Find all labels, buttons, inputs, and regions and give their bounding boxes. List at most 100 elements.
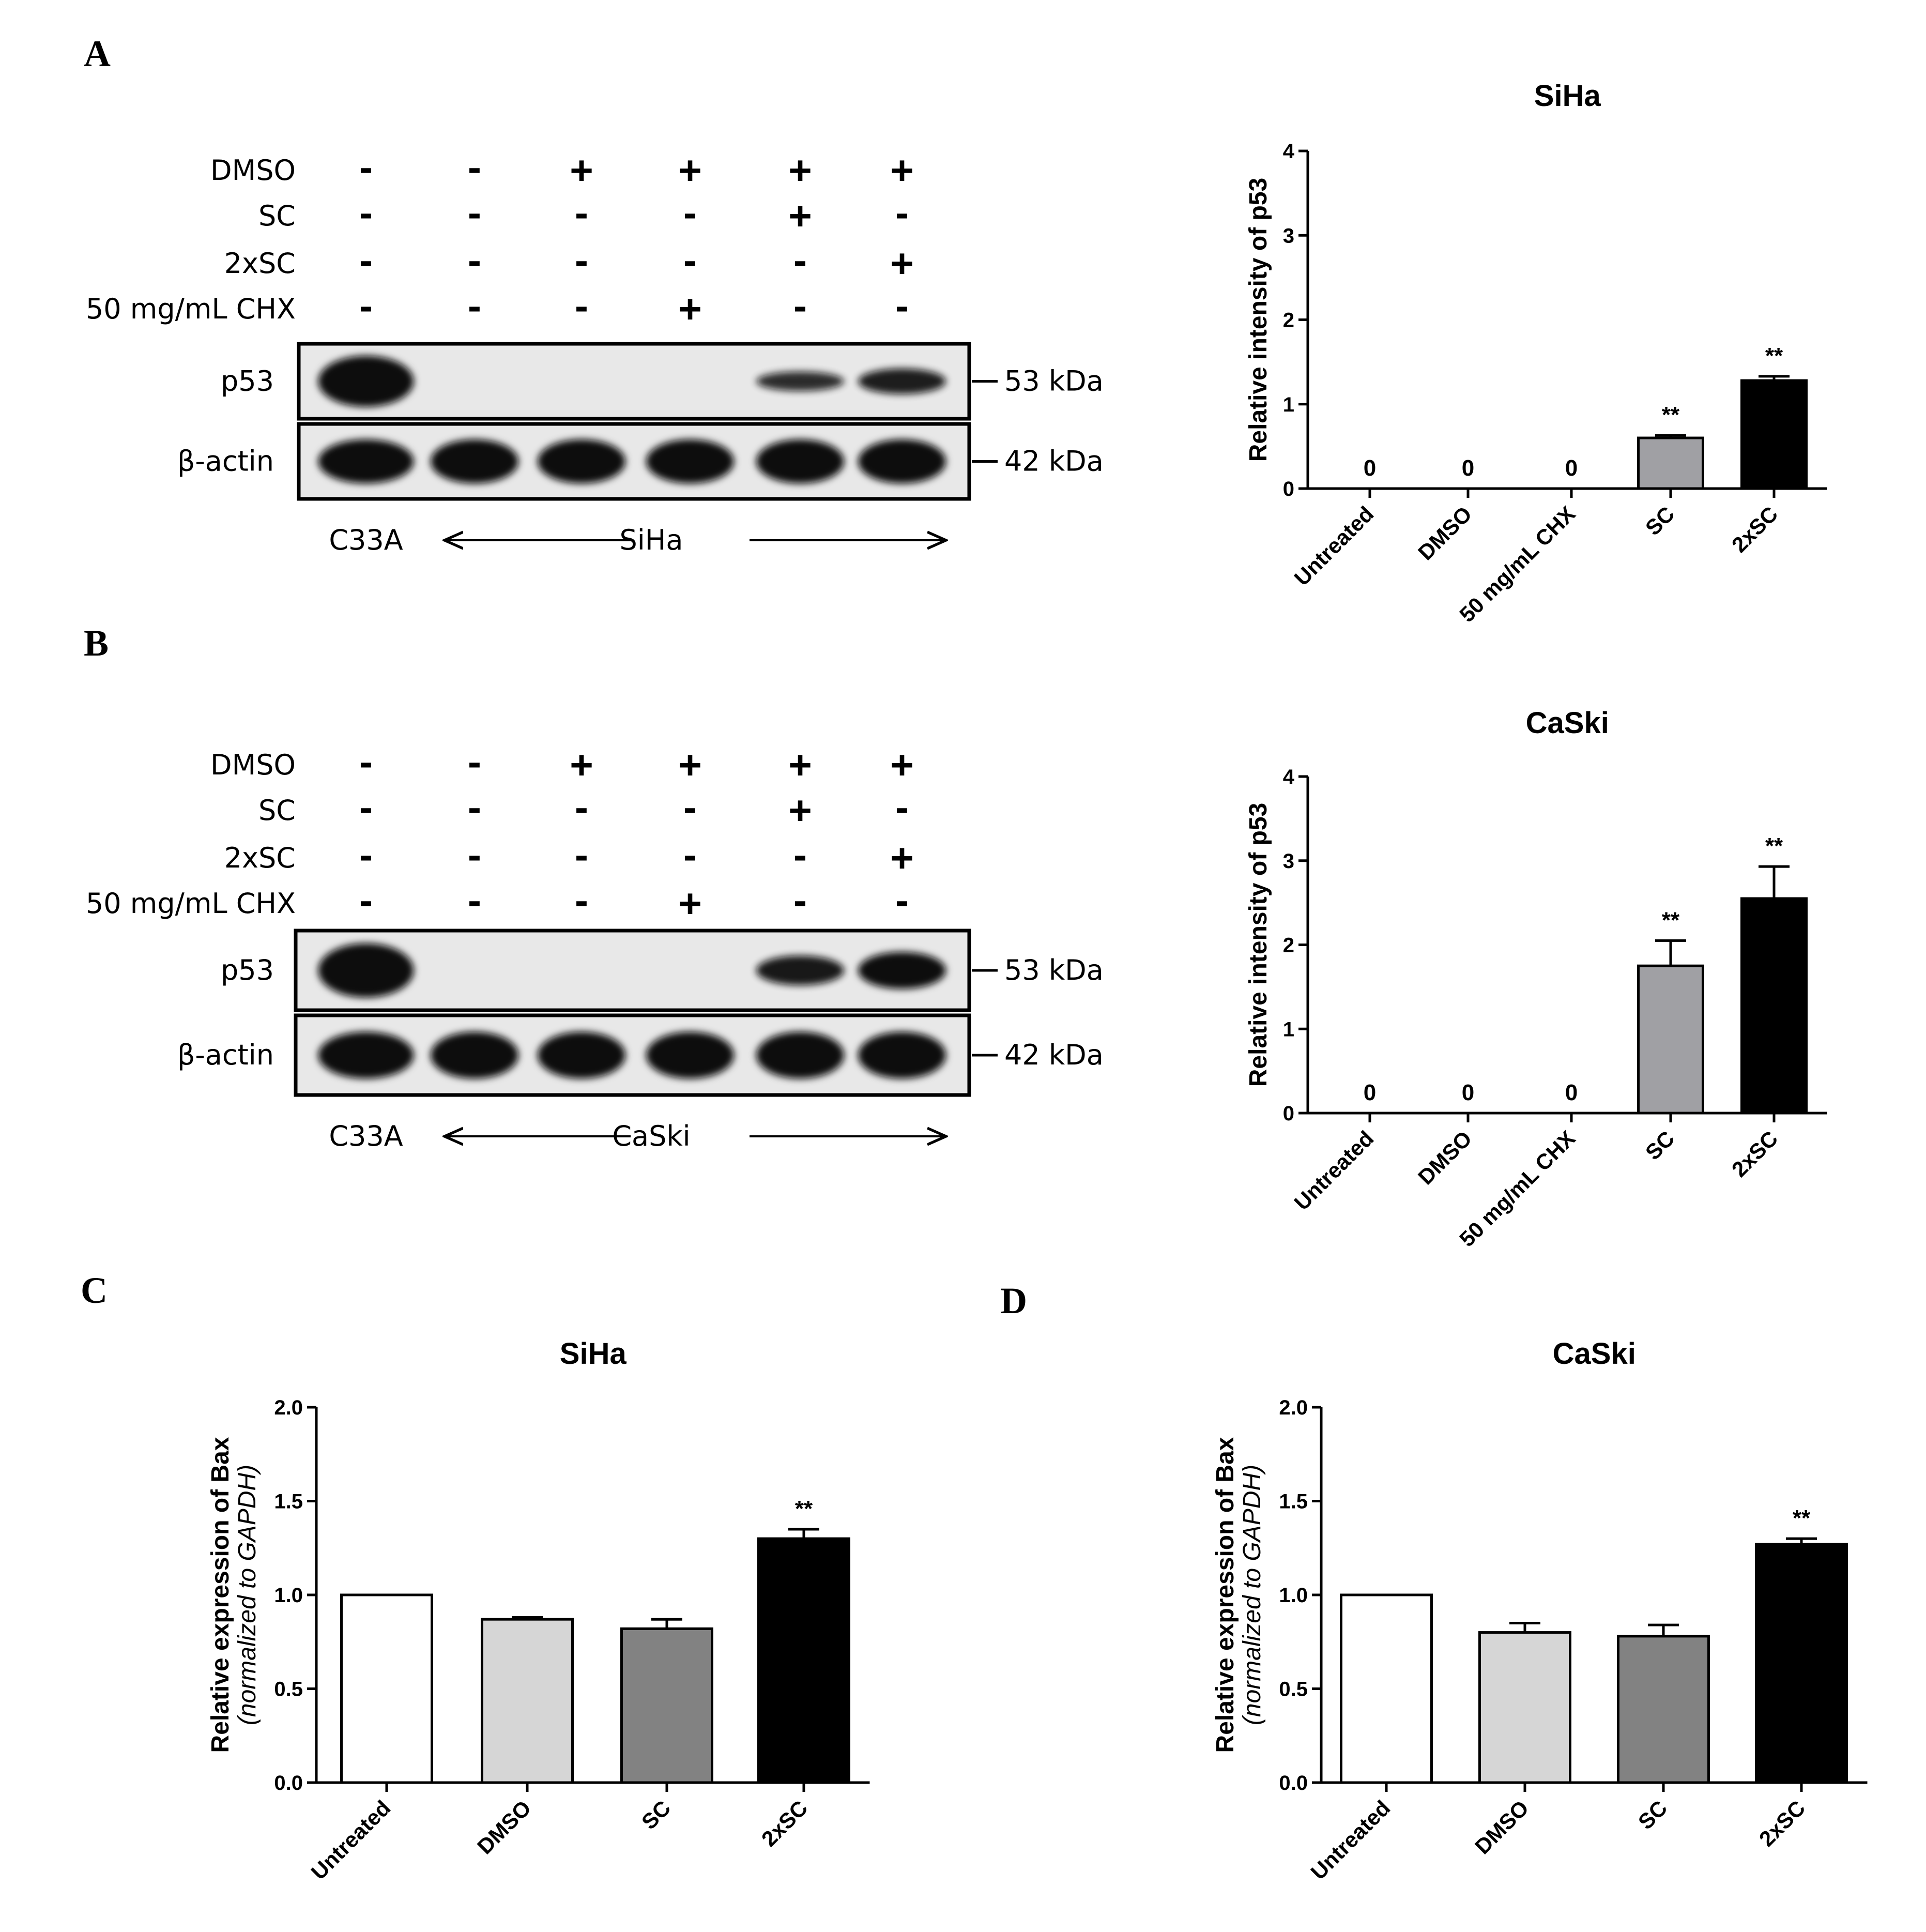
treatment-label: DMSO xyxy=(210,749,296,781)
minus-sign: - xyxy=(575,877,588,923)
band-label: β-actin xyxy=(177,1039,274,1071)
plus-sign: + xyxy=(678,742,702,787)
bar xyxy=(1340,1593,1433,1784)
protein-band xyxy=(756,439,844,484)
x-tick-label: 2xSC xyxy=(757,1796,813,1851)
western-blot-siha: DMSO - - + + + +SC - - - - + -2xSC - - - - - +50 mg/mL CHX… xyxy=(86,144,1104,556)
x-tick-label: Untreated xyxy=(307,1796,395,1884)
band-size-label: 42 kDa xyxy=(1004,445,1104,478)
minus-sign: - xyxy=(468,739,481,784)
x-tick-label: Untreated xyxy=(1290,1126,1379,1215)
y-tick-label: 0 xyxy=(1283,478,1294,500)
x-tick-label: DMSO xyxy=(1413,1126,1476,1189)
bar xyxy=(620,1627,713,1784)
protein-band xyxy=(646,439,734,484)
minus-sign: - xyxy=(793,283,807,328)
treatment-label: 50 mg/mL CHX xyxy=(86,887,296,920)
y-tick-label: 4 xyxy=(1283,140,1295,163)
bar xyxy=(1637,436,1704,490)
protein-band xyxy=(646,1031,734,1079)
minus-sign: - xyxy=(359,784,373,830)
bar xyxy=(1637,964,1704,1115)
y-tick-label: 1 xyxy=(1283,393,1294,416)
y-tick-label: 0.0 xyxy=(1279,1772,1308,1794)
band-size-label: 53 kDa xyxy=(1004,365,1104,398)
value-label: 0 xyxy=(1565,455,1578,481)
minus-sign: - xyxy=(575,832,588,877)
plus-sign: + xyxy=(570,742,593,787)
treatment-label: 50 mg/mL CHX xyxy=(86,293,296,325)
value-label: 0 xyxy=(1565,1080,1578,1105)
x-tick-label: SC xyxy=(1641,501,1679,540)
plus-sign: + xyxy=(788,193,812,238)
treatment-label: 2xSC xyxy=(224,247,296,280)
protein-band xyxy=(318,439,414,484)
bar xyxy=(1478,1631,1571,1784)
minus-sign: - xyxy=(468,190,481,235)
panel-letter-a: A xyxy=(84,33,111,74)
minus-sign: - xyxy=(468,237,481,283)
protein-band xyxy=(756,1031,844,1079)
panel-letter-b: B xyxy=(84,622,109,664)
chart-title: CaSki xyxy=(1526,706,1609,740)
minus-sign: - xyxy=(468,784,481,830)
protein-band xyxy=(858,368,946,394)
protein-band xyxy=(756,371,844,391)
panel-letter-c: C xyxy=(81,1270,108,1311)
minus-sign: - xyxy=(683,784,697,830)
minus-sign: - xyxy=(359,237,373,283)
x-tick-label: SC xyxy=(1641,1126,1679,1165)
x-tick-label: DMSO xyxy=(1470,1796,1533,1859)
significance-marker: ** xyxy=(795,1496,813,1522)
minus-sign: - xyxy=(359,832,373,877)
value-label: 0 xyxy=(1364,1080,1376,1105)
y-axis-label: Relative expression of Bax xyxy=(207,1437,234,1753)
control-lane-label: C33A xyxy=(329,524,403,556)
protein-band xyxy=(858,439,946,484)
protein-band xyxy=(318,1031,414,1079)
protein-band xyxy=(431,439,518,484)
minus-sign: - xyxy=(793,832,807,877)
band-label: p53 xyxy=(221,954,274,986)
chart-bax-siha: SiHa Relative expression of Bax (normalize… xyxy=(207,1337,870,1884)
plus-sign: + xyxy=(890,742,914,787)
y-tick-label: 0.5 xyxy=(274,1678,303,1701)
treatment-label: DMSO xyxy=(210,154,296,187)
y-tick-label: 0 xyxy=(1283,1102,1294,1125)
minus-sign: - xyxy=(575,784,588,830)
x-tick-label: DMSO xyxy=(1413,501,1476,565)
plus-sign: + xyxy=(788,742,812,787)
y-tick-label: 1 xyxy=(1283,1018,1294,1041)
bar xyxy=(1617,1635,1710,1784)
value-label: 0 xyxy=(1462,1080,1474,1105)
y-tick-label: 3 xyxy=(1283,850,1294,873)
minus-sign: - xyxy=(683,237,697,283)
minus-sign: - xyxy=(575,237,588,283)
plus-sign: + xyxy=(570,147,593,193)
minus-sign: - xyxy=(895,283,909,328)
x-tick-label: 2xSC xyxy=(1754,1796,1810,1851)
panel-letter-d: D xyxy=(1000,1280,1027,1321)
protein-band xyxy=(858,952,946,989)
plus-sign: + xyxy=(788,787,812,833)
significance-marker: ** xyxy=(1662,402,1680,428)
treatment-label: SC xyxy=(258,200,296,232)
y-axis-label-sub: (normalized to GAPDH) xyxy=(234,1465,261,1725)
significance-marker: ** xyxy=(1765,833,1783,859)
y-axis-label-sub: (normalized to GAPDH) xyxy=(1239,1465,1266,1725)
y-axis-label: Relative intensity of p53 xyxy=(1245,178,1272,462)
plus-sign: + xyxy=(678,286,702,331)
minus-sign: - xyxy=(359,144,373,190)
y-tick-label: 2 xyxy=(1283,934,1294,957)
y-tick-label: 4 xyxy=(1283,766,1295,788)
chart-title: SiHa xyxy=(1534,79,1601,113)
minus-sign: - xyxy=(793,237,807,283)
western-blot-caski: DMSO - - + + + +SC - - - - + -2xSC - - - - - +50 mg/mL CHX… xyxy=(86,739,1104,1152)
x-tick-label: 2xSC xyxy=(1727,501,1783,557)
minus-sign: - xyxy=(575,283,588,328)
minus-sign: - xyxy=(468,144,481,190)
y-tick-label: 1.5 xyxy=(1279,1490,1308,1513)
chart-bax-caski: CaSki Relative expression of Bax (normaliz… xyxy=(1212,1337,1868,1884)
chart-title: SiHa xyxy=(560,1337,627,1371)
plus-sign: + xyxy=(678,880,702,926)
